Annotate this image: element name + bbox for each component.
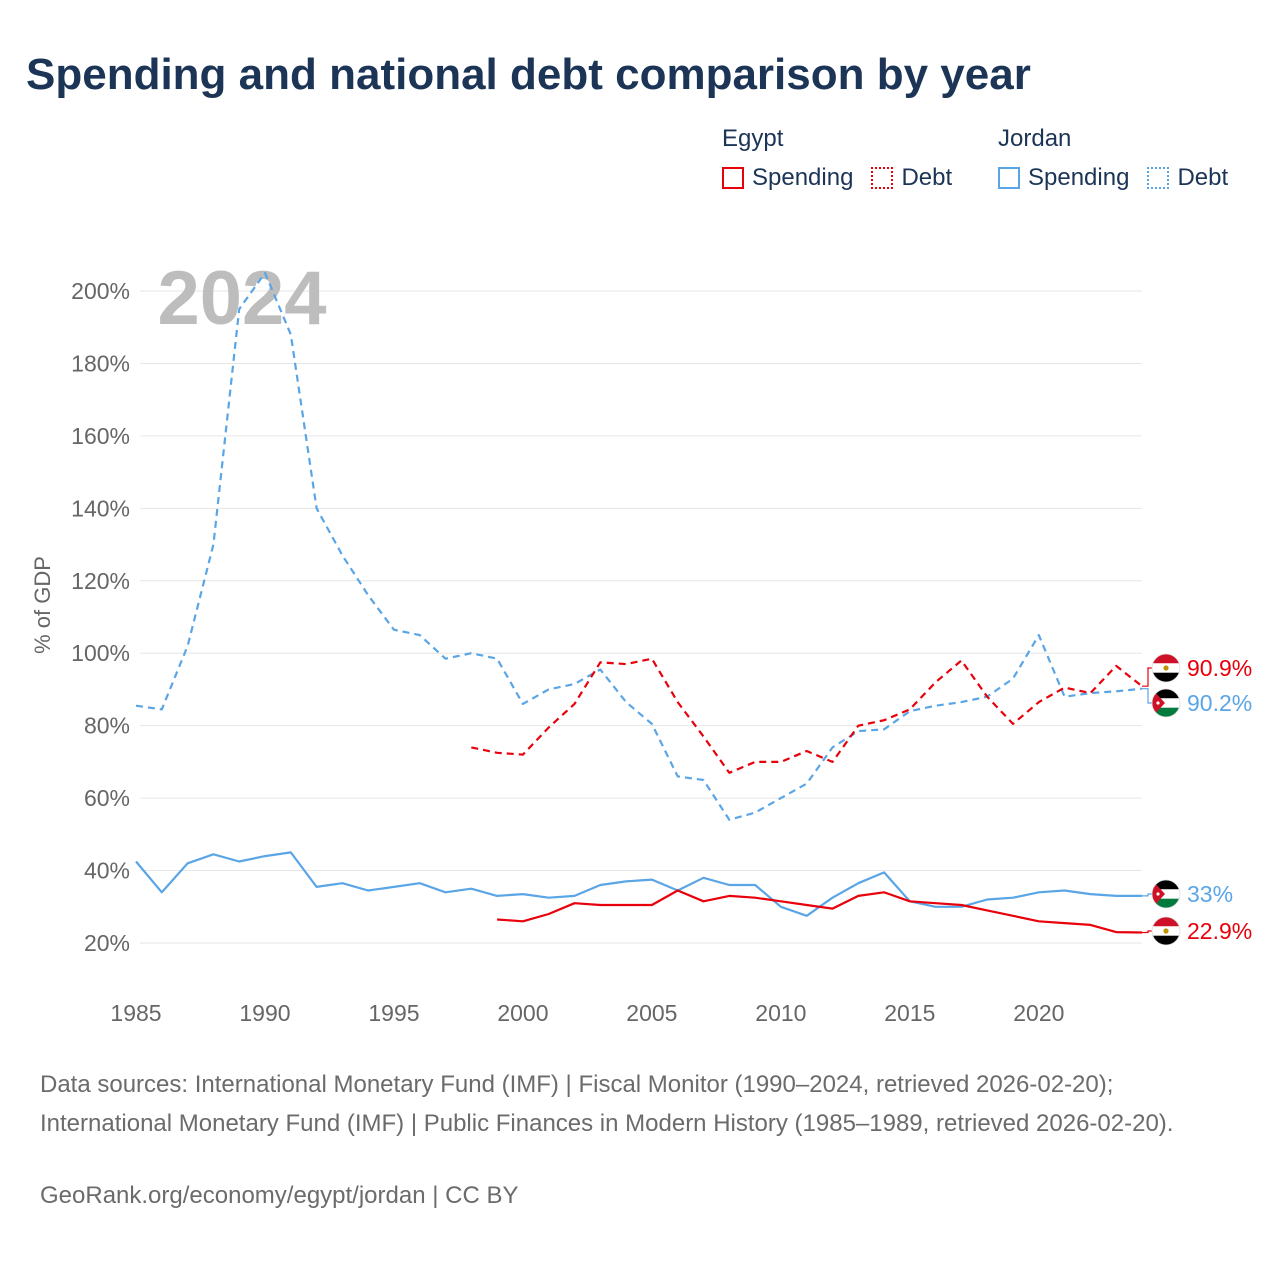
end-labels: 90.2% 90.9% 33% 22.9% <box>1142 653 1252 946</box>
legend-item-label: Spending <box>752 164 854 191</box>
attribution-link[interactable]: GeoRank.org/economy/egypt/jordan | CC BY <box>40 1182 519 1209</box>
legend-item-label: Debt <box>901 164 953 191</box>
y-tick-label: 100% <box>71 640 130 666</box>
y-tick-label: 80% <box>84 713 130 739</box>
x-tick-label: 2005 <box>626 1000 677 1026</box>
end-value-label: 33% <box>1187 881 1233 907</box>
y-tick-label: 140% <box>71 495 130 521</box>
chart-title: Spending and national debt comparison by… <box>26 50 1031 99</box>
y-tick-label: 40% <box>84 858 130 884</box>
y-tick-label: 120% <box>71 568 130 594</box>
x-tick-label: 2000 <box>497 1000 548 1026</box>
legend-group-name: Jordan <box>998 125 1072 152</box>
legend-item-label: Debt <box>1177 164 1229 191</box>
end-label-connector <box>1142 667 1152 687</box>
y-tick-label: 20% <box>84 930 130 956</box>
x-tick-label: 2010 <box>755 1000 806 1026</box>
end-value-label: 90.2% <box>1187 690 1252 716</box>
egypt-flag-icon <box>1151 916 1181 946</box>
end-value-label: 22.9% <box>1187 918 1252 944</box>
x-tick-label: 2015 <box>884 1000 935 1026</box>
series-line-egypt-spending[interactable] <box>497 889 1143 934</box>
legend-group-name: Egypt <box>722 125 784 152</box>
legend-item-jordan-debt[interactable]: Debt <box>1147 164 1228 192</box>
legend-swatch-solid <box>998 167 1020 189</box>
jordan-flag-icon <box>1151 879 1181 909</box>
x-axis-ticks: 1985 1990 1995 2000 2005 2010 2015 2020 <box>110 1000 1064 1026</box>
year-annotation: 2024 <box>157 256 326 341</box>
legend-item-egypt-debt[interactable]: Debt <box>871 164 952 192</box>
jordan-flag-icon <box>1151 688 1181 718</box>
x-tick-label: 1995 <box>368 1000 419 1026</box>
end-label-connector <box>1142 688 1152 704</box>
legend-swatch-dotted <box>871 167 894 189</box>
legend-group-jordan: Jordan Spending Debt <box>998 122 1246 192</box>
line-chart: 2024 20% 40% 60% 80% 100% 120% 140% 160% 180% 200… <box>30 256 1252 1026</box>
series-lines <box>135 271 1143 934</box>
legend-group-egypt: Egypt Spending Debt <box>722 122 970 192</box>
y-tick-label: 160% <box>71 423 130 449</box>
data-source-note: Data sources: International Monetary Fun… <box>40 1071 1174 1137</box>
legend-item-label: Spending <box>1028 164 1130 191</box>
x-tick-label: 1985 <box>110 1000 161 1026</box>
legend-swatch-dotted <box>1147 167 1170 189</box>
y-axis-label: % of GDP <box>30 556 55 654</box>
y-axis-ticks: 20% 40% 60% 80% 100% 120% 140% 160% 180% 200% <box>71 278 130 956</box>
gridlines <box>140 290 1142 944</box>
legend-swatch-solid <box>722 167 744 189</box>
series-line-jordan-debt[interactable] <box>135 271 1143 821</box>
end-label-connector <box>1142 893 1152 897</box>
legend-item-jordan-spending[interactable]: Spending <box>998 164 1129 192</box>
x-tick-label: 1990 <box>239 1000 290 1026</box>
x-tick-label: 2020 <box>1013 1000 1064 1026</box>
legend-item-egypt-spending[interactable]: Spending <box>722 164 853 192</box>
end-label-connector <box>1142 930 1152 934</box>
series-line-egypt-debt[interactable] <box>471 657 1143 774</box>
y-tick-label: 60% <box>84 785 130 811</box>
end-value-label: 90.9% <box>1187 655 1252 681</box>
series-line-jordan-spending[interactable] <box>135 851 1142 917</box>
y-tick-label: 200% <box>71 278 130 304</box>
egypt-flag-icon <box>1151 653 1181 683</box>
y-tick-label: 180% <box>71 350 130 376</box>
